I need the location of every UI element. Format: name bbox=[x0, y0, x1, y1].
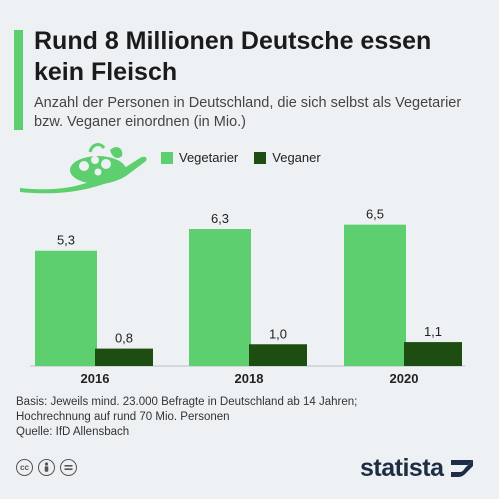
bar-vegetarier-2020 bbox=[344, 224, 406, 366]
bar-vegetarier-2018 bbox=[189, 229, 251, 366]
chart-title: Rund 8 Millionen Deutsche essen kein Fle… bbox=[34, 27, 432, 86]
data-label-veganer-2020: 1,1 bbox=[424, 324, 442, 339]
data-label-vegetarier-2016: 5,3 bbox=[57, 233, 75, 248]
x-tick-label-2016: 2016 bbox=[81, 371, 110, 386]
legend-item-vegetarier: Vegetarier bbox=[161, 150, 238, 165]
legend-item-veganer: Veganer bbox=[254, 150, 321, 165]
statista-logo-icon bbox=[450, 459, 473, 477]
legend-swatch-veganer bbox=[254, 151, 267, 164]
bar-veganer-2020 bbox=[404, 342, 462, 366]
chart-subtitle: Anzahl der Personen in Deutschland, die … bbox=[34, 95, 462, 130]
bar-vegetarier-2016 bbox=[35, 250, 97, 366]
data-label-vegetarier-2018: 6,3 bbox=[211, 211, 229, 226]
footnote-extrapolation: Hochrechnung auf rund 70 Mio. Personen bbox=[16, 411, 230, 423]
legend-label-veganer: Veganer bbox=[272, 150, 321, 165]
statista-wordmark: statista bbox=[360, 454, 444, 482]
x-tick-label-2020: 2020 bbox=[390, 371, 419, 386]
statista-logo[interactable]: statista bbox=[360, 454, 475, 483]
creative-commons-icon[interactable]: cc bbox=[16, 459, 33, 476]
footnote-basis: Basis: Jeweils mind. 23.000 Befragte in … bbox=[16, 396, 358, 408]
legend-label-vegetarier: Vegetarier bbox=[179, 150, 239, 165]
attribution-icon[interactable] bbox=[38, 459, 55, 476]
x-tick-label-2018: 2018 bbox=[235, 371, 264, 386]
legend-swatch-vegetarier bbox=[161, 151, 173, 164]
footnote-source: Quelle: IfD Allensbach bbox=[16, 426, 130, 438]
bar-veganer-2016 bbox=[95, 348, 153, 366]
footnote: Basis: Jeweils mind. 23.000 Befragte in … bbox=[16, 395, 476, 440]
bar-veganer-2018 bbox=[249, 344, 307, 366]
spoon-with-vegetables-icon bbox=[20, 143, 147, 194]
data-label-vegetarier-2020: 6,5 bbox=[366, 207, 384, 222]
data-label-veganer-2018: 1,0 bbox=[269, 326, 287, 341]
title-accent-bar bbox=[14, 30, 23, 130]
license-icons: cc bbox=[16, 459, 82, 476]
no-derivatives-icon[interactable] bbox=[60, 459, 77, 476]
data-label-veganer-2016: 0,8 bbox=[115, 331, 133, 346]
chart-legend: Vegetarier Veganer bbox=[161, 150, 337, 165]
